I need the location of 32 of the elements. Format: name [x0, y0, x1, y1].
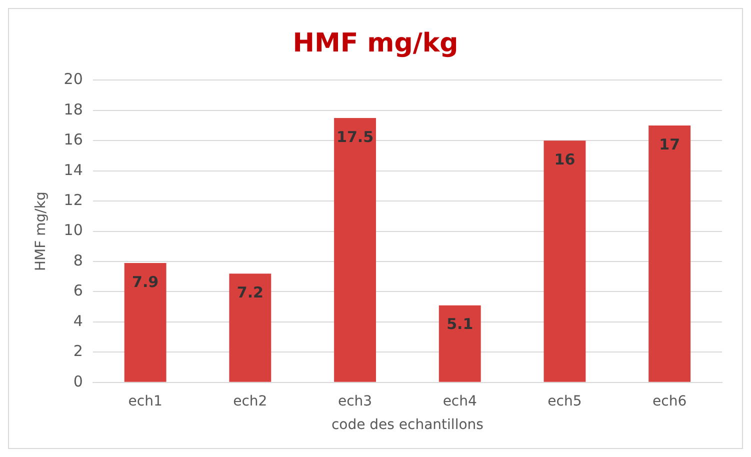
- y-tick-label: 12: [64, 190, 83, 209]
- x-tick-label: ech6: [652, 393, 687, 410]
- y-tick-label: 16: [64, 130, 83, 149]
- bar: [544, 140, 586, 382]
- data-label: 16: [554, 150, 576, 169]
- bar: [334, 118, 376, 382]
- y-tick-label: 8: [73, 251, 83, 270]
- data-label: 17.5: [336, 128, 374, 146]
- x-tick-label: ech2: [233, 393, 268, 410]
- chart-title: HMF mg/kg: [292, 28, 458, 58]
- bar: [648, 126, 691, 382]
- y-tick-label: 10: [64, 221, 83, 240]
- y-tick-label: 14: [64, 160, 83, 179]
- y-axis-title: HMF mg/kg: [33, 192, 50, 271]
- y-tick-label: 4: [73, 312, 83, 330]
- bar: [438, 305, 481, 382]
- x-tick-label: ech3: [338, 393, 372, 410]
- data-label: 5.1: [446, 315, 474, 334]
- y-tick-label: 18: [64, 100, 83, 118]
- y-tick-label: 2: [73, 342, 83, 360]
- bar: [229, 274, 272, 382]
- y-tick-label: 6: [73, 282, 83, 300]
- bar: [124, 263, 166, 382]
- data-label: 17: [659, 135, 680, 154]
- data-label: 7.9: [132, 272, 159, 291]
- y-tick-label: 20: [64, 70, 83, 88]
- data-label: 7.2: [236, 284, 264, 302]
- x-axis-title: code des echantillons: [331, 417, 484, 434]
- x-tick-label: ech4: [442, 393, 478, 410]
- y-tick-label: 0: [73, 372, 83, 390]
- x-tick-label: ech1: [128, 393, 162, 410]
- x-tick-label: ech5: [548, 393, 582, 410]
